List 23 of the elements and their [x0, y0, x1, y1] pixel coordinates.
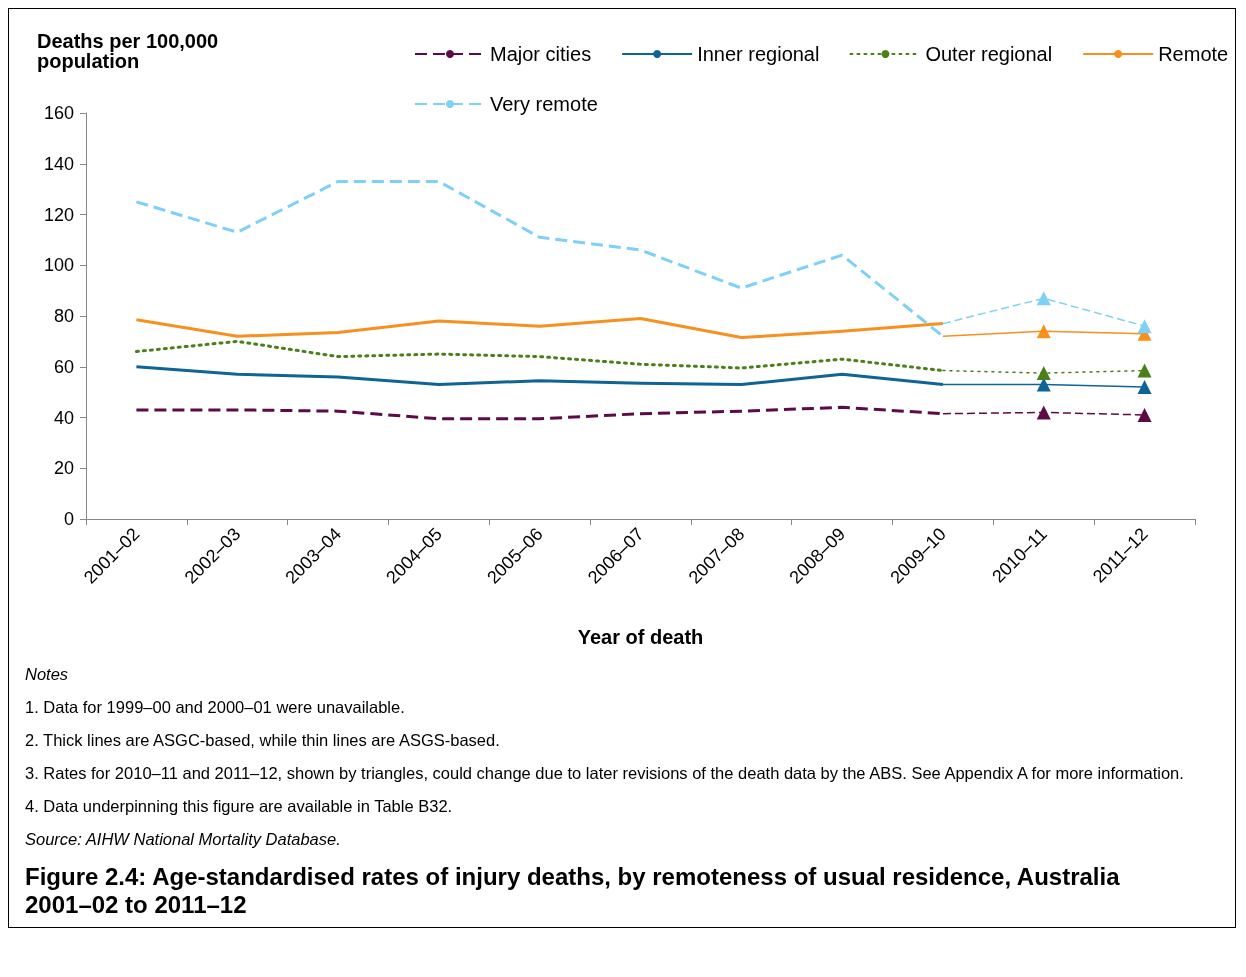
y-tick-label: 140 [43, 153, 74, 174]
y-tick-label: 100 [43, 255, 74, 276]
text: 2. Thick lines are ASGC-based, while thin lines are ASGS-based. [25, 731, 501, 750]
legend-label: Outer regional [925, 43, 1053, 65]
legend-label: Inner regional [697, 43, 820, 65]
source-note: Source: AIHW National Mortality Database. [25, 830, 342, 849]
legend-label: Major cities [490, 43, 592, 65]
text: 1. Data for 1999–00 and 2000–01 were unavailable. [25, 698, 406, 717]
y-tick-label: 0 [63, 509, 74, 529]
legend-label: Very remote [490, 93, 598, 115]
legend-label: Remote [1158, 43, 1229, 65]
y-tick-label: 60 [53, 356, 74, 377]
text: Notes [25, 665, 70, 684]
text: Figure 2.4: Age-standardised rates of injury deaths, by remoteness of usual residence, Australia 2001–02 to 2011–12 [25, 863, 1121, 919]
y-tick-label: 20 [53, 458, 74, 479]
text: 3. Rates for 2010–11 and 2011–12, shown by triangles, could change due to later revisions of the death data by the ABS. See Appendix A for more information. [25, 764, 1185, 783]
y-tick-label: 120 [43, 204, 74, 225]
y-tick-label: 40 [53, 407, 74, 428]
text: 4. Data underpinning this figure are available in Table B32. [25, 797, 454, 816]
x-axis-title: Year of death [577, 626, 704, 648]
y-axis-title: Deaths per 100,000 population [37, 30, 224, 72]
y-tick-label: 80 [53, 306, 74, 326]
y-tick-label: 160 [43, 103, 74, 123]
